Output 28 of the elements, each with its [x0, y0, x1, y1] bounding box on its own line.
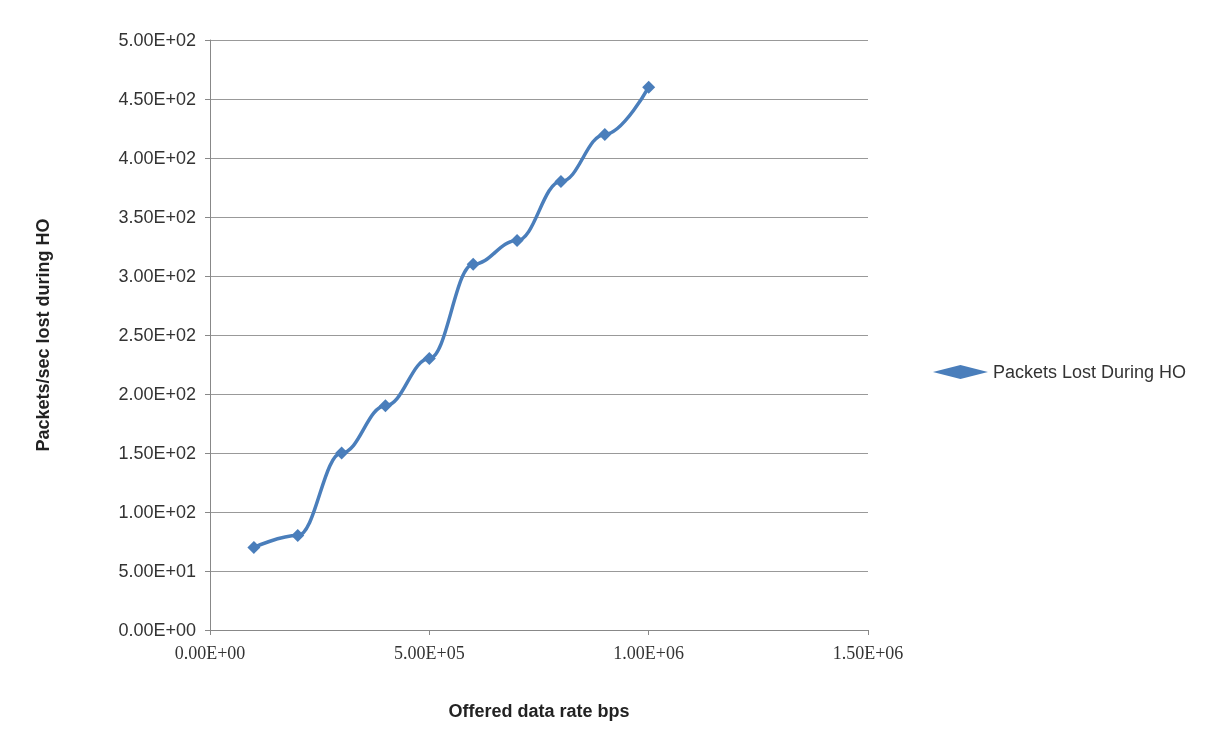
x-tick-label: 5.00E+05: [394, 643, 465, 663]
y-tick-label: 0.00E+00: [118, 620, 196, 640]
point: [247, 540, 261, 554]
point: [510, 234, 524, 248]
x-tick-label: 1.00E+06: [613, 643, 684, 663]
point: [291, 529, 305, 543]
x-tick-label: 0.00E+00: [174, 643, 246, 663]
y-tick-label: 1.50E+02: [118, 443, 196, 463]
point: [554, 175, 568, 189]
y-tick-label: 4.00E+02: [118, 148, 196, 168]
y-tick-label: 3.50E+02: [118, 207, 196, 227]
legend-label: Packets Lost During HO: [992, 362, 1186, 382]
point: [422, 352, 436, 366]
y-tick-label: 5.00E+02: [118, 30, 196, 50]
point: [598, 127, 612, 141]
y-tick-label: 5.00E+01: [118, 561, 196, 581]
point: [335, 446, 349, 460]
y-tick-label: 2.00E+02: [118, 384, 196, 404]
y-tick-label: 4.50E+02: [118, 89, 196, 109]
y-tick-label: 3.00E+02: [118, 266, 196, 286]
y-tick-label: 1.00E+02: [118, 502, 196, 522]
point: [642, 80, 656, 94]
x-axis-title: Offered data rate bps: [448, 701, 630, 721]
x-tick-label: 1.50E+06: [832, 643, 904, 663]
y-axis-title: Packets/sec lost during HO: [33, 218, 53, 452]
y-tick-label: 2.50E+02: [118, 325, 196, 345]
point: [378, 399, 392, 413]
point: [466, 257, 480, 271]
